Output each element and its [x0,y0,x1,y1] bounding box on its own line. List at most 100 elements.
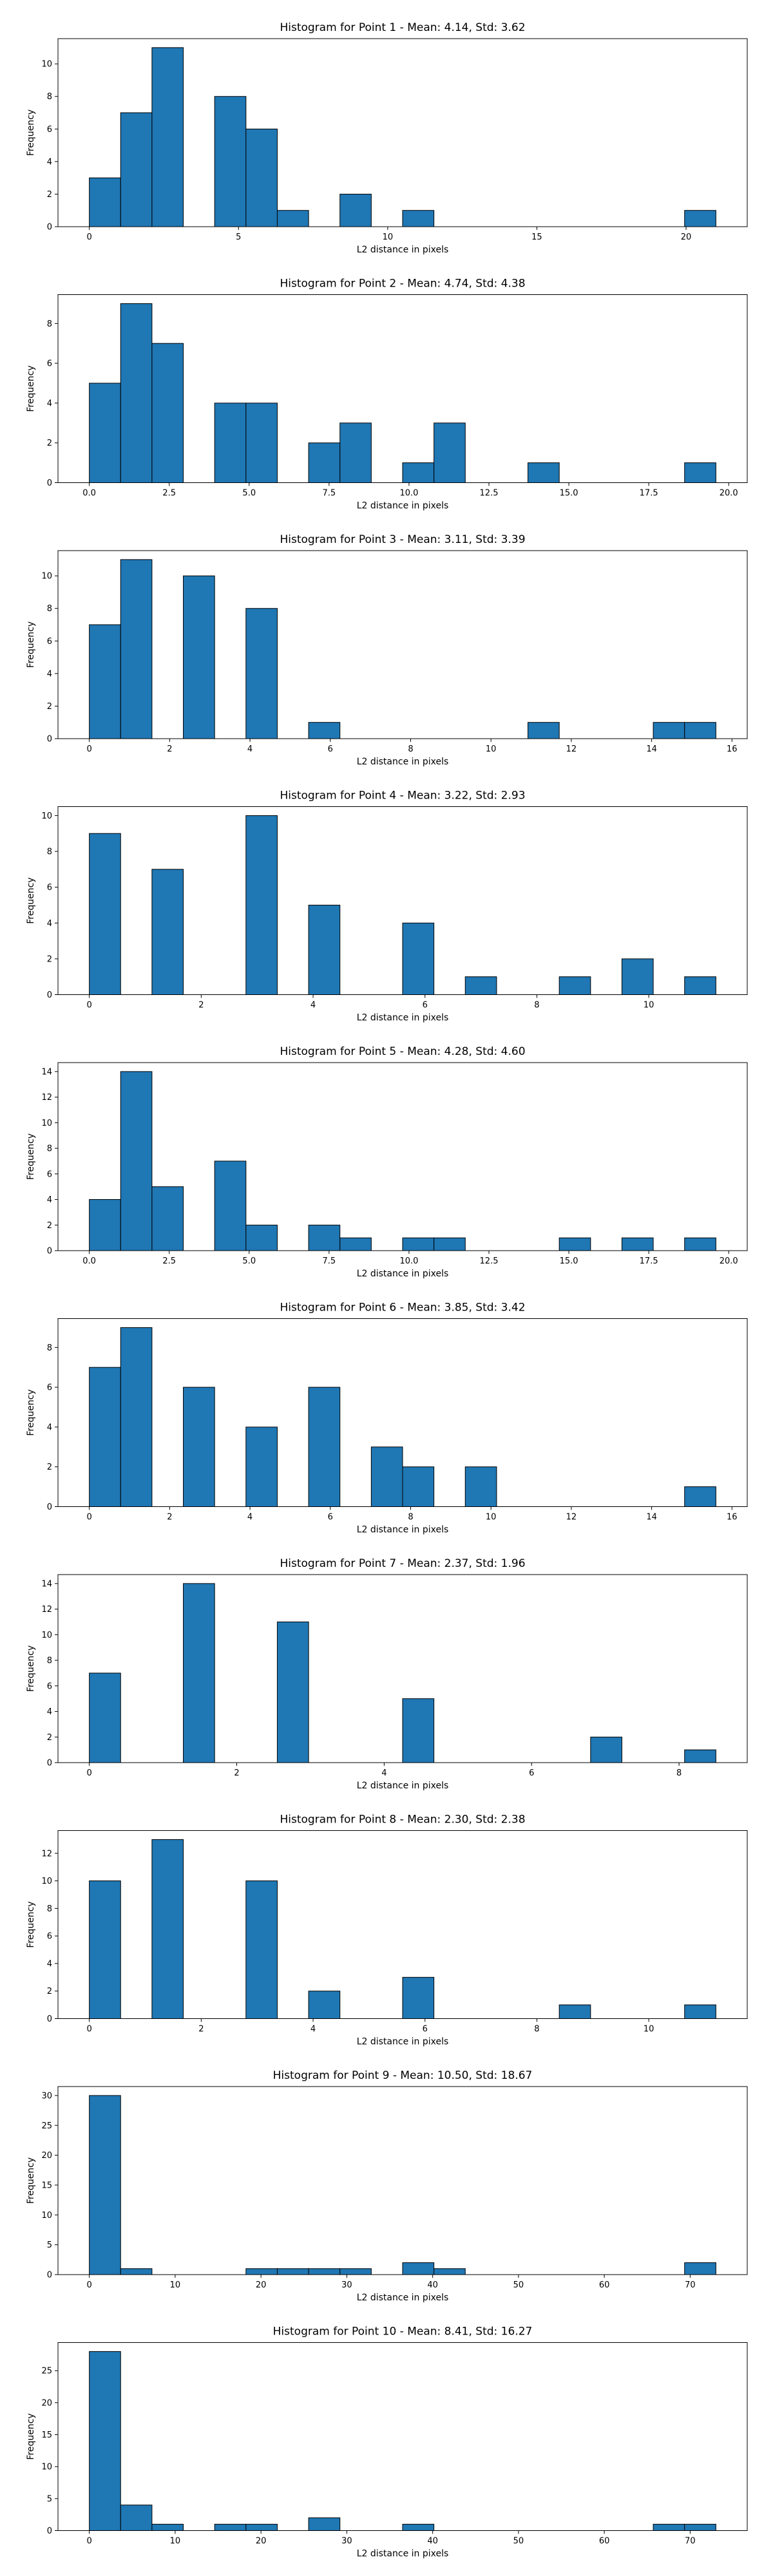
x-tick-label: 4 [381,1768,386,1778]
histogram-bar [89,177,121,227]
x-tick-label: 2.5 [162,489,176,498]
y-axis-label-10: Frequency [26,2413,36,2459]
x-tick-label: 10.0 [399,489,418,498]
x-axis-9: 0 10 20 30 40 50 60 70 [86,2275,696,2290]
y-tick-label: 6 [47,1383,52,1393]
histogram-bar [151,869,184,996]
histogram-panel-9: Histogram for Point 9 - Mean: 10.50, Std… [26,2069,748,2303]
histogram-bar [245,1880,278,2019]
x-tick-label: 50 [513,2280,524,2290]
histogram-panel-5: Histogram for Point 5 - Mean: 4.28, Std:… [26,1045,748,1279]
x-tick-label: 12 [566,744,577,754]
histogram-bar [684,1749,716,1763]
histogram-bar [89,1199,121,1251]
x-tick-label: 17.5 [640,489,658,498]
axes-frame-8 [57,1830,748,2019]
axes-frame-9 [57,2086,748,2275]
y-tick-label: 4 [47,919,52,929]
chart-title-3: Histogram for Point 3 - Mean: 3.11, Std:… [280,533,525,546]
histogram-bar [402,1466,435,1508]
histogram-bar [653,2524,685,2532]
bars-7 [89,1583,716,1763]
histogram-bar [558,976,591,995]
y-tick-label: 4 [47,1423,52,1432]
y-tick-label: 10 [41,572,52,582]
chart-title-6: Histogram for Point 6 - Mean: 3.85, Std:… [280,1302,525,1314]
y-axis-9: 0 5 10 15 20 25 30 [41,2091,58,2280]
bars-10 [89,2351,716,2532]
y-tick-label: 2 [47,1463,52,1472]
x-tick-label: 4 [247,1513,253,1522]
y-tick-label: 4 [47,669,52,679]
histogram-bar [120,2505,153,2532]
histogram-bar [245,608,278,739]
histogram-bar [276,2268,309,2275]
histogram-bar [245,2268,278,2275]
y-tick-label: 30 [41,2091,52,2101]
y-tick-label: 0 [47,2014,52,2024]
y-tick-label: 14 [41,1579,52,1589]
histogram-panel-10: Histogram for Point 10 - Mean: 8.41, Std… [26,2325,748,2559]
histogram-bar [214,96,247,227]
x-tick-label: 14 [646,1513,657,1522]
histogram-bar [402,462,435,483]
y-axis-7: 0 2 4 6 8 10 12 14 [41,1579,58,1768]
x-tick-label: 12.5 [480,489,499,498]
y-tick-label: 10 [41,2463,52,2472]
y-tick-label: 8 [47,1904,52,1914]
y-axis-4: 0 2 4 6 8 10 [41,811,58,1000]
y-tick-label: 2 [47,1733,52,1743]
x-tick-label: 2 [198,2025,204,2034]
y-tick-label: 4 [47,399,52,408]
y-tick-label: 12 [41,1093,52,1103]
x-tick-label: 40 [427,2280,438,2290]
axes-frame-10 [57,2342,748,2531]
histogram-panel-6: Histogram for Point 6 - Mean: 3.85, Std:… [26,1302,748,1535]
y-tick-label: 8 [47,92,52,102]
x-tick-label: 60 [599,2280,610,2290]
y-tick-label: 6 [47,1170,52,1179]
histogram-bar [245,1224,278,1251]
chart-title-4: Histogram for Point 4 - Mean: 3.22, Std:… [280,790,525,802]
y-tick-label: 10 [41,1119,52,1128]
histogram-bar [308,2517,341,2531]
histogram-bar [151,343,184,483]
histogram-bar [308,904,341,996]
histogram-bar [528,462,560,483]
y-axis-label-1: Frequency [26,109,36,156]
y-tick-label: 12 [41,1849,52,1859]
histogram-bar [339,422,372,483]
x-tick-label: 20 [256,2280,267,2290]
y-tick-label: 8 [47,848,52,857]
x-axis-label-1: L2 distance in pixels [357,245,449,255]
axes-frame-6 [57,1318,748,1507]
y-axis-label-7: Frequency [26,1645,36,1692]
histogram-bar [558,1237,591,1251]
histogram-bar [245,815,278,996]
y-tick-label: 15 [41,2430,52,2440]
x-tick-label: 2.5 [162,1256,176,1266]
histogram-bar [183,1387,215,1508]
x-tick-label: 20.0 [720,1256,738,1266]
x-tick-label: 10 [170,2537,181,2546]
y-tick-label: 10 [41,60,52,70]
histogram-bar [558,2004,591,2020]
histogram-bar [151,2524,184,2532]
y-tick-label: 6 [47,125,52,135]
x-axis-8: 0 2 4 6 8 10 [86,2018,654,2034]
x-tick-label: 7.5 [323,1256,336,1266]
y-tick-label: 0 [47,1247,52,1256]
histogram-bar [151,1839,184,2020]
x-tick-label: 6 [423,1001,428,1010]
chart-title-9: Histogram for Point 9 - Mean: 10.50, Std… [273,2069,533,2082]
histogram-bar [151,1186,184,1251]
histogram-bar [183,1583,215,1763]
y-tick-label: 4 [47,157,52,167]
x-tick-label: 0 [86,1001,91,1010]
x-tick-label: 14 [646,744,657,754]
histogram-bar [89,2095,121,2275]
axes-frame-7 [57,1574,748,1763]
x-axis-4: 0 2 4 6 8 10 [86,994,654,1010]
y-tick-label: 20 [41,2398,52,2408]
